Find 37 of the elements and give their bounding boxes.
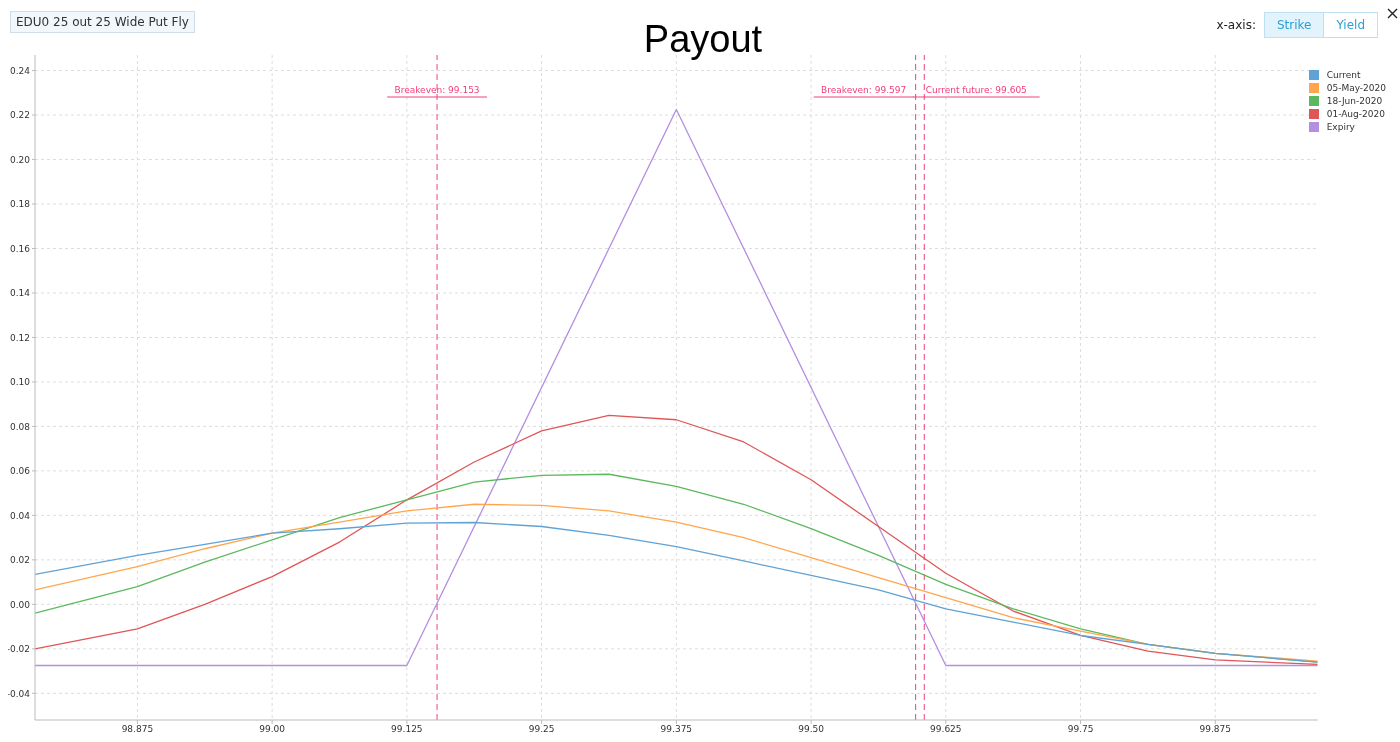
chart-title: Payout <box>643 18 763 60</box>
legend-label: 18-Jun-2020 <box>1326 95 1383 106</box>
y-tick-label: 0.24 <box>9 65 31 76</box>
y-tick-label: 0.20 <box>9 154 31 165</box>
legend-label: 05-May-2020 <box>1326 82 1386 93</box>
ref-line-label: Breakeven: 99.153 <box>394 85 480 95</box>
y-tick-label: 0.16 <box>9 243 31 254</box>
x-tick-label: 99.25 <box>528 724 555 735</box>
y-tick-label: -0.04 <box>6 688 31 699</box>
text: Yield <box>1324 12 1378 38</box>
y-tick-label: 0.10 <box>9 377 31 388</box>
y-tick-label: -0.02 <box>6 644 30 655</box>
y-tick-label: 0.12 <box>9 332 30 343</box>
x-tick-label: 98.875 <box>121 724 154 735</box>
ref-line-label: Current future: 99.605 <box>925 85 1027 95</box>
y-tick-label: 0.00 <box>9 599 31 610</box>
x-tick-label: 99.00 <box>259 724 286 735</box>
text: x-axis: <box>1216 18 1256 32</box>
y-tick-label: 0.02 <box>9 555 30 566</box>
x-tick-label: 99.375 <box>660 724 693 735</box>
y-tick-label: 0.04 <box>9 510 31 521</box>
legend-label: Expiry <box>1326 121 1355 132</box>
y-tick-label: 0.22 <box>9 110 30 121</box>
text: EDU0 25 out 25 Wide Put Fly <box>10 11 195 33</box>
y-tick-label: 0.18 <box>9 199 31 210</box>
x-tick-label: 99.125 <box>391 724 423 735</box>
y-tick-label: 0.06 <box>9 466 31 477</box>
x-tick-label: 99.625 <box>930 724 962 735</box>
y-tick-label: 0.08 <box>9 421 31 432</box>
x-tick-label: 99.75 <box>1067 724 1094 735</box>
ref-line-label: Breakeven: 99.597 <box>821 85 907 95</box>
y-tick-label: 0.14 <box>9 288 31 299</box>
x-tick-label: 99.875 <box>1199 724 1232 735</box>
legend-label: Current <box>1326 69 1361 80</box>
legend-label: 01-Aug-2020 <box>1326 108 1385 119</box>
x-tick-label: 99.50 <box>798 724 825 735</box>
text: Strike <box>1263 12 1325 38</box>
